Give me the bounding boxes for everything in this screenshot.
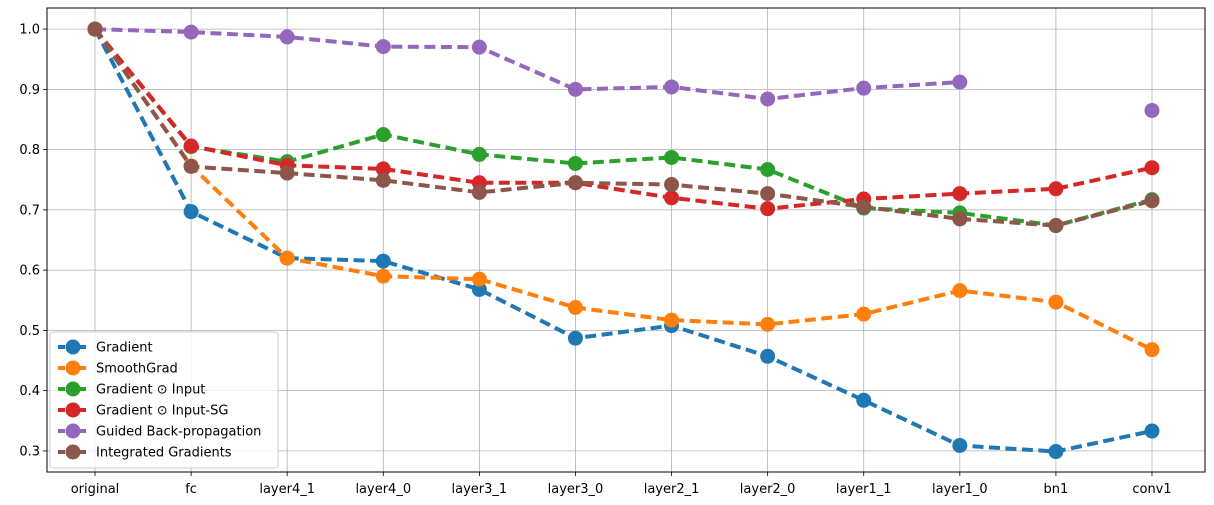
legend-label: Gradient (96, 341, 153, 356)
data-point (279, 165, 295, 181)
legend-swatch-marker (65, 444, 81, 460)
data-point (952, 437, 968, 453)
data-point (375, 253, 391, 269)
data-point (952, 74, 968, 90)
y-tick-label: 0.7 (19, 203, 40, 218)
data-point (567, 155, 583, 171)
data-point (375, 172, 391, 188)
data-point (856, 80, 872, 96)
legend-label: Gradient ⊙ Input (96, 383, 205, 398)
legend-label: SmoothGrad (96, 362, 178, 377)
plot-frame (46, 7, 1206, 473)
legend-label: Integrated Gradients (96, 446, 232, 461)
x-axis: original fc layer4_1 layer4_0 layer3_1 layer3… (71, 472, 1172, 497)
data-point (952, 283, 968, 299)
x-tick-label: layer3_0 (548, 482, 604, 497)
y-tick-label: 0.3 (19, 444, 40, 459)
y-tick-label: 0.5 (19, 324, 40, 339)
x-tick-label: layer2_1 (644, 482, 700, 497)
series-line (93, 27, 1153, 228)
legend-swatch-marker (65, 360, 81, 376)
x-tick-label: layer4_0 (355, 482, 411, 497)
y-tick-label: 0.8 (19, 143, 40, 158)
data-point (664, 312, 680, 328)
x-tick-label: layer1_1 (836, 482, 892, 497)
data-point (1048, 294, 1064, 310)
data-point (856, 199, 872, 215)
series-line (93, 27, 1153, 228)
data-point (1144, 342, 1160, 358)
data-point (1048, 181, 1064, 197)
x-tick-label: original (71, 482, 120, 497)
legend-swatch-marker (65, 339, 81, 355)
data-point (1144, 160, 1160, 176)
y-tick-label: 1.0 (19, 23, 40, 38)
data-point (760, 91, 776, 107)
series-line (93, 27, 1153, 211)
series-markers (87, 21, 1160, 460)
x-tick-label: conv1 (1132, 482, 1171, 497)
data-point (279, 250, 295, 266)
data-point (952, 211, 968, 227)
data-point (760, 186, 776, 202)
series-line (93, 28, 1153, 454)
data-point (664, 177, 680, 193)
data-point (375, 39, 391, 55)
x-tick-label: layer3_1 (452, 482, 508, 497)
legend-box (49, 331, 279, 469)
data-point (279, 29, 295, 45)
data-point (856, 306, 872, 322)
data-point (664, 190, 680, 206)
data-point (87, 21, 103, 37)
legend-swatch-marker (65, 402, 81, 418)
data-point (760, 161, 776, 177)
data-point (375, 268, 391, 284)
x-tick-label: layer4_1 (259, 482, 315, 497)
data-point (471, 184, 487, 200)
data-point (567, 330, 583, 346)
data-point (183, 204, 199, 220)
data-point (760, 201, 776, 217)
data-point (567, 81, 583, 97)
data-point (856, 392, 872, 408)
data-point (1144, 423, 1160, 439)
legend-swatch-marker (65, 381, 81, 397)
data-point (183, 158, 199, 174)
legend-label: Guided Back-propagation (96, 425, 261, 440)
data-point (183, 24, 199, 40)
x-tick-label: bn1 (1044, 482, 1069, 497)
data-point (1048, 218, 1064, 234)
series-lines (93, 27, 1153, 454)
y-tick-label: 0.9 (19, 83, 40, 98)
series-line (93, 27, 1153, 352)
x-tick-label: layer2_0 (740, 482, 796, 497)
data-point (664, 149, 680, 165)
data-point (471, 39, 487, 55)
legend-label: Gradient ⊙ Input-SG (96, 404, 228, 419)
legend-swatch-marker (65, 423, 81, 439)
data-point (471, 146, 487, 162)
data-point (471, 271, 487, 287)
data-point (1144, 102, 1160, 118)
data-point (567, 175, 583, 191)
y-axis: 0.3 0.4 0.5 0.6 0.7 0.8 0.9 1.0 (19, 23, 47, 459)
data-point (760, 316, 776, 332)
data-point (760, 348, 776, 364)
data-point (952, 186, 968, 202)
data-point (664, 79, 680, 95)
series-line (94, 27, 960, 102)
data-point (1048, 444, 1064, 460)
data-point (1144, 193, 1160, 209)
data-point (183, 138, 199, 154)
data-point (567, 299, 583, 315)
y-tick-label: 0.6 (19, 264, 40, 279)
data-point (375, 161, 391, 177)
y-tick-label: 0.4 (19, 384, 40, 399)
data-point (375, 127, 391, 143)
x-tick-label: layer1_0 (932, 482, 988, 497)
legend: Gradient SmoothGrad Gradient ⊙ Input Gradie… (49, 331, 279, 469)
x-tick-label: fc (185, 482, 197, 497)
